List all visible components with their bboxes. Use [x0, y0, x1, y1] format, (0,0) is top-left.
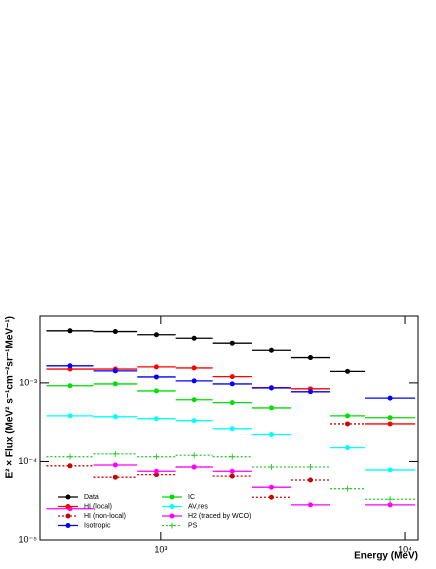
- marker: [344, 485, 351, 492]
- marker: [387, 395, 393, 401]
- marker: [153, 374, 159, 380]
- marker: [268, 432, 274, 438]
- marker: [307, 389, 313, 395]
- legend-label: Data: [84, 494, 99, 501]
- marker: [229, 426, 235, 432]
- marker: [191, 464, 197, 470]
- marker: [67, 383, 73, 389]
- y-tick-label: 10⁻⁴: [18, 456, 37, 466]
- marker: [67, 363, 73, 369]
- marker: [67, 328, 73, 334]
- x-tick-label: 10³: [154, 544, 167, 554]
- marker: [67, 463, 73, 469]
- legend-marker: [65, 523, 71, 528]
- marker: [153, 388, 159, 394]
- marker: [268, 385, 274, 391]
- legend-marker: [65, 504, 71, 509]
- legend-marker: [169, 504, 175, 509]
- marker: [153, 416, 159, 422]
- legend-label: PS: [188, 522, 198, 529]
- marker: [268, 484, 274, 490]
- marker: [387, 502, 393, 508]
- legend-label: H2 (traced by WCO): [188, 513, 251, 520]
- marker: [153, 468, 159, 474]
- marker: [229, 473, 235, 479]
- marker: [229, 400, 235, 406]
- y-tick-label: 10⁻⁵: [19, 534, 38, 544]
- marker: [153, 364, 159, 370]
- marker: [345, 413, 351, 419]
- legend-label: Isotropic: [84, 522, 111, 529]
- marker: [112, 474, 118, 480]
- marker: [307, 502, 313, 508]
- marker: [153, 453, 160, 460]
- marker: [229, 468, 235, 474]
- marker: [191, 335, 197, 341]
- legend-label: AV,res: [188, 503, 208, 510]
- y-tick-label: 10⁻³: [19, 377, 37, 387]
- marker: [307, 477, 313, 483]
- marker: [387, 496, 394, 503]
- marker: [112, 381, 118, 387]
- legend-marker: [169, 494, 175, 500]
- marker: [268, 463, 275, 470]
- marker: [345, 421, 351, 427]
- legend-label: HI (non-local): [84, 513, 126, 520]
- legend-marker: [65, 513, 71, 519]
- legend-label: IC: [188, 494, 195, 501]
- marker: [307, 463, 314, 470]
- plot-frame: [39, 315, 419, 541]
- marker: [229, 381, 235, 387]
- x-tick-label: 10⁴: [398, 544, 412, 554]
- marker: [268, 494, 274, 500]
- marker: [191, 365, 197, 371]
- marker: [191, 378, 197, 384]
- marker: [112, 414, 118, 420]
- marker: [191, 418, 197, 424]
- marker: [191, 397, 197, 403]
- marker: [387, 415, 393, 421]
- marker: [112, 462, 118, 468]
- marker: [112, 368, 118, 374]
- marker: [229, 340, 235, 346]
- marker: [153, 332, 159, 338]
- marker: [112, 329, 118, 335]
- marker: [307, 355, 313, 361]
- marker: [345, 368, 351, 374]
- x-axis-title: Energy (MeV): [354, 551, 418, 562]
- legend-marker: [65, 494, 71, 500]
- marker: [387, 467, 393, 473]
- marker: [268, 347, 274, 353]
- legend-marker: [169, 513, 175, 519]
- legend-label: HI (local): [84, 503, 112, 510]
- marker: [112, 450, 119, 457]
- marker: [66, 453, 73, 460]
- marker: [67, 413, 73, 419]
- marker: [345, 445, 351, 451]
- marker: [387, 421, 393, 427]
- marker: [229, 453, 236, 460]
- marker: [191, 452, 198, 459]
- marker: [229, 374, 235, 380]
- legend-marker: [169, 522, 175, 529]
- y-axis-title: E² × Flux (MeV² s⁻¹cm⁻²sr⁻¹MeV⁻¹): [5, 316, 16, 479]
- marker: [268, 405, 274, 411]
